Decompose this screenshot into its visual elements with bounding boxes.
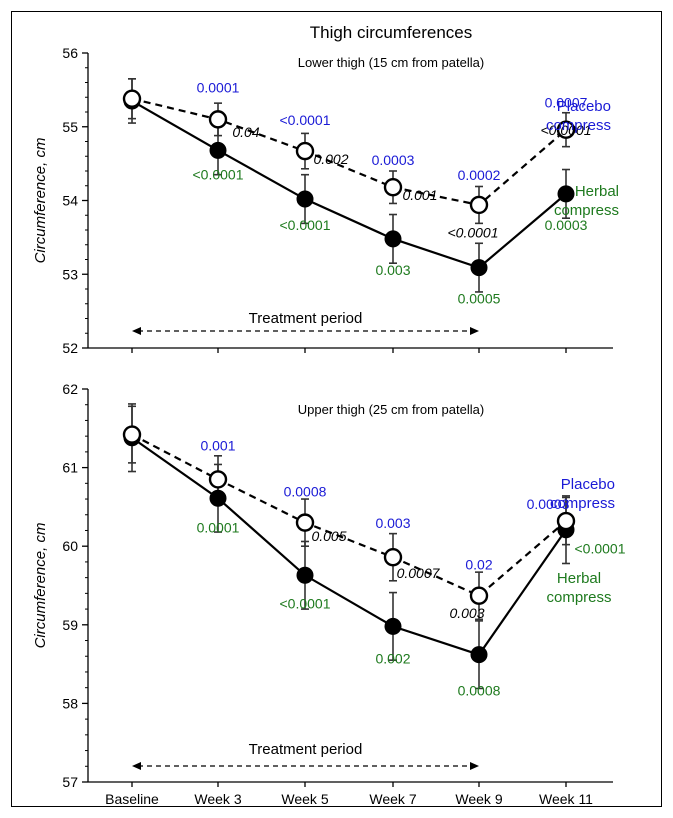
herbal-data-point [470,259,488,277]
placebo-legend-label: compress [546,117,611,134]
herbal-data-point [384,617,402,635]
placebo-p-value: 0.001 [200,437,235,453]
herbal-p-value: 0.002 [375,650,410,666]
chart-subtitle: Upper thigh (25 cm from patella) [298,402,484,417]
placebo-p-value: <0.0001 [280,112,331,128]
herbal-data-point [209,489,227,507]
placebo-data-point [295,141,315,161]
herbal-data-point [296,566,314,584]
x-tick-label: Week 3 [194,791,241,807]
placebo-legend-label: Placebo [557,98,611,115]
herbal-series-line [131,436,567,656]
y-tick-label: 54 [62,193,78,209]
y-tick-label: 58 [62,695,78,711]
placebo-data-point [295,513,315,532]
y-axis-label: Circumference, cm [32,523,49,649]
between-group-p-value: <0.0001 [541,122,592,138]
herbal-p-value: <0.0001 [193,166,244,182]
between-group-p-value: 0.0007 [397,565,441,581]
herbal-p-value: <0.0001 [280,217,331,233]
placebo-data-point [122,89,142,108]
placebo-data-point [122,425,142,444]
y-tick-label: 59 [62,617,78,633]
placebo-p-value: 0.003 [375,515,410,531]
placebo-p-value: 0.0003 [527,496,570,512]
herbal-data-point [470,646,488,664]
placebo-data-point [469,586,489,605]
x-tick-label: Baseline [105,791,159,807]
between-group-p-value: 0.001 [402,187,437,203]
herbal-data-point [557,185,575,203]
between-group-p-value: 0.002 [313,151,348,167]
y-tick-label: 55 [62,119,78,135]
placebo-p-value: 0.0008 [284,484,327,500]
treatment-period-label: Treatment period [249,310,363,327]
figure-frame: Thigh circumferences Lower thigh (15 cm f… [11,11,662,807]
x-tick-label: Week 7 [369,791,416,807]
herbal-data-point [296,190,314,208]
treatment-arrow-head-right [470,762,479,770]
placebo-data-point [383,548,403,567]
placebo-data-point [556,120,576,139]
placebo-p-value: 0.0001 [197,79,240,95]
placebo-data-point [208,470,228,489]
herbal-p-value: 0.003 [375,262,410,278]
placebo-p-value: 0.02 [465,557,492,573]
y-tick-label: 57 [62,774,78,790]
chart-title: Thigh circumferences [310,23,473,42]
herbal-legend-label: compress [554,202,619,219]
placebo-series-line [131,97,567,207]
x-tick-label: Week 5 [281,791,328,807]
between-group-p-value: 0.003 [449,605,484,621]
placebo-p-value: 0.0002 [458,167,501,183]
between-group-p-value: 0.005 [311,528,346,544]
placebo-data-point [383,178,403,197]
herbal-series-line [131,99,567,269]
herbal-p-value: 0.0008 [458,683,501,699]
herbal-p-value: 0.0001 [197,519,240,535]
y-tick-label: 53 [62,266,78,282]
treatment-arrow-head-right [470,327,479,335]
herbal-legend-label: Herbal [575,183,619,200]
thigh-circumference-charts: Thigh circumferences Lower thigh (15 cm f… [32,23,626,807]
between-group-p-value: <0.0001 [448,224,499,240]
placebo-data-point [556,511,576,531]
treatment-period-label: Treatment period [249,741,363,758]
placebo-p-value: 0.0007 [545,95,588,111]
treatment-arrow-head-left [132,327,141,335]
chart-subtitle: Lower thigh (15 cm from patella) [298,55,484,70]
y-tick-label: 52 [62,340,78,356]
herbal-p-value: 0.0005 [458,291,501,307]
herbal-legend-label: compress [546,589,611,606]
x-tick-label: Week 9 [455,791,502,807]
herbal-data-point [209,141,227,159]
herbal-p-value: <0.0001 [575,541,626,557]
y-tick-label: 60 [62,538,78,554]
placebo-data-point [208,110,228,129]
y-axis-label: Circumference, cm [32,138,49,264]
y-tick-label: 62 [62,381,78,397]
herbal-data-point [384,230,402,248]
y-tick-label: 56 [62,45,78,61]
placebo-legend-label: Placebo [561,476,615,493]
y-tick-label: 61 [62,460,78,476]
herbal-p-value: <0.0001 [280,595,331,611]
between-group-p-value: 0.04 [232,124,259,140]
treatment-arrow-head-left [132,762,141,770]
herbal-p-value: 0.0003 [545,217,588,233]
placebo-legend-label: compress [550,495,615,512]
placebo-data-point [469,195,489,215]
x-tick-label: Week 11 [539,791,593,807]
placebo-series-line [131,433,567,598]
herbal-legend-label: Herbal [557,570,601,587]
placebo-p-value: 0.0003 [372,152,415,168]
